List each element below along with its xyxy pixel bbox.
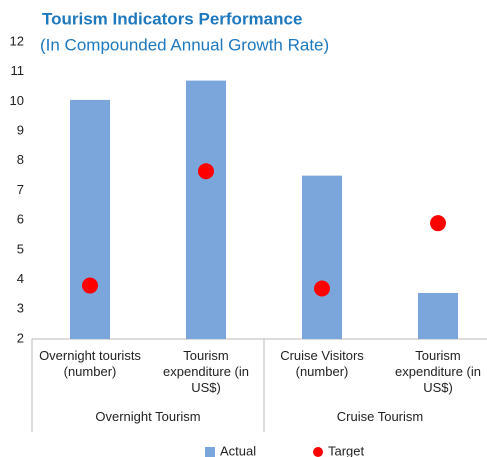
chart-title: Tourism Indicators Performance bbox=[42, 9, 302, 28]
x-tick-label: Tourism expenditure (in US$) bbox=[395, 348, 481, 395]
target-dot bbox=[82, 277, 98, 294]
x-tick-label: Cruise Visitors (number) bbox=[280, 348, 364, 379]
y-tick-label: 5 bbox=[17, 241, 24, 256]
y-tick-label: 8 bbox=[17, 152, 24, 167]
chart-subtitle: (In Compounded Annual Growth Rate) bbox=[40, 35, 329, 54]
legend-label: Target bbox=[328, 443, 365, 457]
y-tick-label: 6 bbox=[17, 212, 24, 227]
group-label: Overnight Tourism bbox=[95, 409, 201, 424]
legend-label: Actual bbox=[220, 443, 256, 457]
y-tick-label: 2 bbox=[17, 330, 24, 345]
y-tick-label: 12 bbox=[10, 33, 24, 48]
target-dot bbox=[314, 280, 330, 297]
bar bbox=[70, 99, 110, 339]
y-tick-label: 10 bbox=[10, 93, 24, 108]
y-tick-label: 3 bbox=[17, 301, 24, 316]
bar bbox=[186, 80, 226, 340]
y-tick-label: 7 bbox=[17, 182, 24, 197]
y-tick-label: 4 bbox=[17, 271, 24, 286]
legend-swatch bbox=[205, 447, 215, 457]
target-dot bbox=[430, 215, 446, 232]
y-tick-label: 9 bbox=[17, 123, 24, 138]
x-tick-label: Overnight tourists (number) bbox=[39, 348, 141, 379]
bar bbox=[302, 175, 342, 339]
legend-swatch bbox=[313, 447, 323, 457]
group-label: Cruise Tourism bbox=[336, 409, 424, 424]
target-dot bbox=[198, 163, 214, 180]
bar bbox=[418, 292, 458, 339]
y-tick-label: 11 bbox=[11, 63, 25, 78]
x-tick-label: Tourism expenditure (in US$) bbox=[163, 348, 249, 395]
